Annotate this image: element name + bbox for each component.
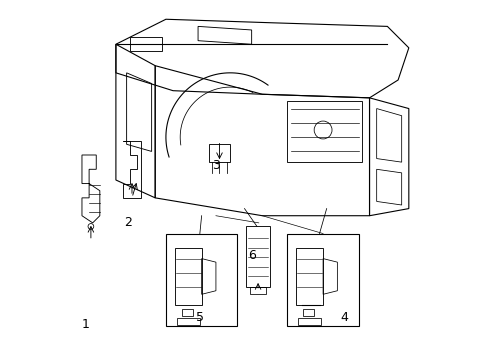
Text: 3: 3: [212, 159, 220, 172]
Text: 2: 2: [124, 216, 132, 229]
Bar: [165, 234, 237, 327]
Text: 5: 5: [196, 311, 203, 324]
Bar: [287, 234, 358, 327]
Text: 4: 4: [340, 311, 348, 324]
Text: 1: 1: [81, 318, 89, 331]
Text: 6: 6: [247, 248, 255, 261]
